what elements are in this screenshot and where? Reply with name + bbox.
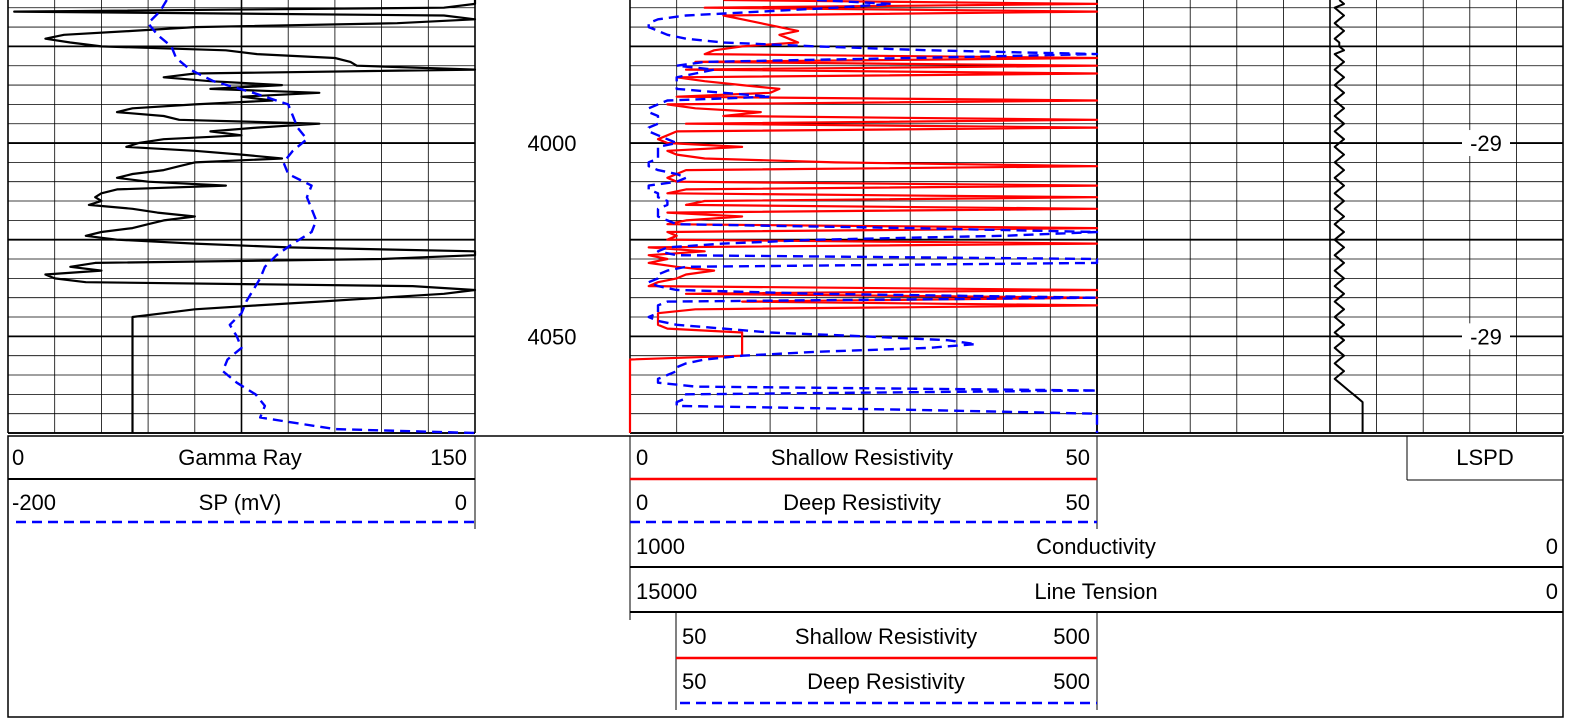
gamma-ray-curve bbox=[13, 0, 477, 433]
shallow-name-label: Shallow Resistivity bbox=[771, 445, 953, 470]
conductivity-max-label: 0 bbox=[1546, 534, 1558, 559]
deep-ext-name-label: Deep Resistivity bbox=[807, 669, 965, 694]
deep-ext-min-label: 50 bbox=[682, 669, 706, 694]
curve-layer bbox=[13, 0, 1364, 435]
tension-max-label: 0 bbox=[1546, 579, 1558, 604]
deep-max-label: 50 bbox=[1066, 490, 1090, 515]
lspd-name-label: LSPD bbox=[1456, 445, 1513, 470]
sp-min-label: -200 bbox=[12, 490, 56, 515]
sp-name-label: SP (mV) bbox=[199, 490, 282, 515]
track3-label-bg bbox=[1462, 130, 1510, 157]
header-panel: 0 Gamma Ray 150 -200 SP (mV) 0 0 Shallow… bbox=[7, 435, 1564, 718]
sp-curve bbox=[146, 0, 476, 435]
track3-label-bg bbox=[1462, 323, 1510, 350]
deep-name-label: Deep Resistivity bbox=[783, 490, 941, 515]
shallow-min-label: 0 bbox=[636, 445, 648, 470]
gamma-min-label: 0 bbox=[12, 445, 24, 470]
label-layer: 4000 4050 -29 -29 bbox=[528, 130, 1510, 350]
shallow-ext-min-label: 50 bbox=[682, 624, 706, 649]
depth-label: 4000 bbox=[528, 131, 577, 156]
deep-ext-max-label: 500 bbox=[1053, 669, 1090, 694]
conductivity-min-label: 1000 bbox=[636, 534, 685, 559]
shallow-ext-name-label: Shallow Resistivity bbox=[795, 624, 977, 649]
lspd-curve bbox=[1333, 0, 1364, 433]
shallow-resistivity-curve bbox=[628, 0, 1099, 433]
deep-min-label: 0 bbox=[636, 490, 648, 515]
conductivity-name-label: Conductivity bbox=[1036, 534, 1156, 559]
gamma-max-label: 150 bbox=[430, 445, 467, 470]
shallow-ext-max-label: 500 bbox=[1053, 624, 1090, 649]
grid-layer bbox=[7, 0, 1564, 434]
depth-label: 4050 bbox=[528, 324, 577, 349]
track3-value-label: -29 bbox=[1470, 131, 1502, 156]
sp-max-label: 0 bbox=[455, 490, 467, 515]
deep-resistivity-curve bbox=[647, 0, 1099, 433]
track3-value-label: -29 bbox=[1470, 324, 1502, 349]
shallow-max-label: 50 bbox=[1066, 445, 1090, 470]
tension-name-label: Line Tension bbox=[1034, 579, 1157, 604]
tension-min-label: 15000 bbox=[636, 579, 697, 604]
gamma-name-label: Gamma Ray bbox=[178, 445, 301, 470]
